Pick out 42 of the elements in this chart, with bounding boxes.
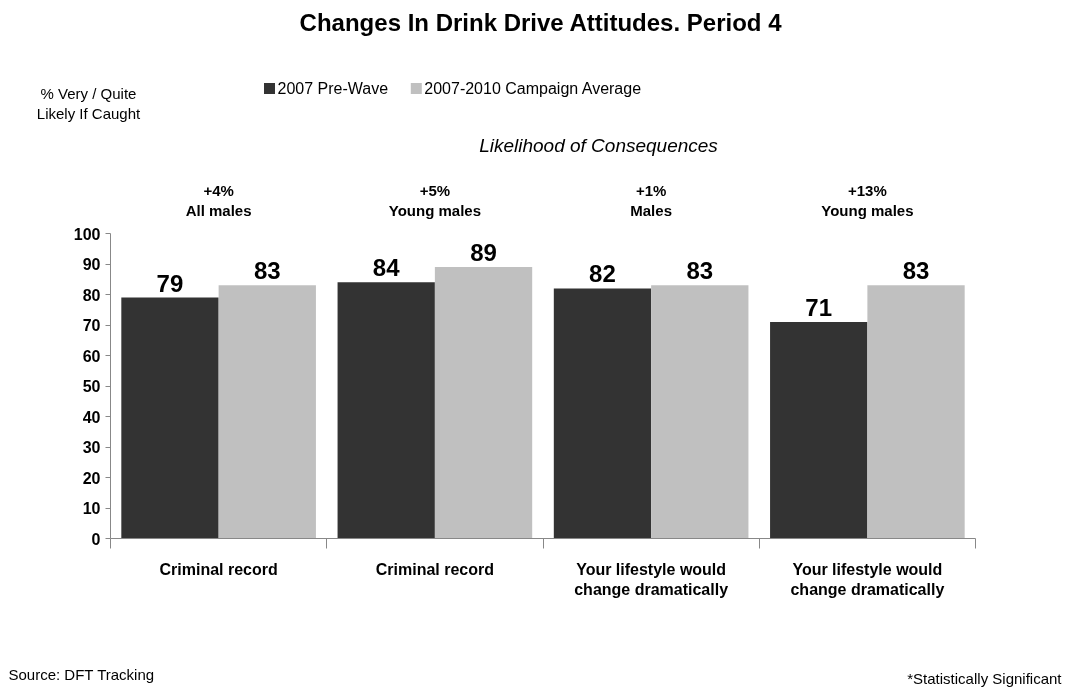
data-label: 83	[686, 257, 714, 285]
y-tick-label: 80	[82, 286, 101, 304]
data-label: 84	[372, 254, 401, 282]
legend-label: 2007 Pre-Wave	[277, 80, 389, 97]
bar	[553, 288, 652, 539]
source-note: Source: DFT Tracking	[8, 665, 155, 683]
bar	[434, 267, 533, 539]
y-tick-label: 40	[82, 408, 101, 426]
text: +13% Young males	[821, 182, 914, 220]
bar	[121, 297, 219, 539]
y-tick-label: 90	[82, 256, 101, 273]
x-tick-label: Criminal record	[159, 560, 278, 578]
text: +5% Young males	[388, 182, 481, 220]
y-tick-label: 0	[91, 530, 101, 548]
data-label: 83	[902, 257, 930, 285]
y-tick-label: 70	[82, 317, 101, 334]
x-tick-label: Criminal record	[375, 560, 495, 578]
y-tick-label: 10	[82, 500, 101, 517]
data-label: 79	[156, 269, 184, 297]
x-tick-label: Your lifestyle would change dramatically	[790, 560, 945, 598]
y-tick-label: 60	[82, 347, 101, 365]
bar	[218, 285, 316, 539]
y-tick-label: 20	[82, 469, 101, 487]
y-tick-label: 50	[82, 378, 101, 395]
data-label: 82	[589, 260, 616, 288]
text: +1% Males	[630, 182, 672, 220]
bar	[337, 282, 435, 539]
x-tick-label: Your lifestyle would change dramatically	[574, 560, 729, 598]
bar	[651, 285, 749, 539]
data-label: 71	[805, 293, 833, 321]
data-label: 83	[253, 257, 281, 285]
text: *Statistically Significant	[907, 669, 1063, 687]
y-tick-label: 100	[73, 225, 101, 243]
legend-label: 2007-2010 Campaign Average	[424, 80, 642, 97]
text: % Very / Quite Likely If Caught	[36, 84, 142, 122]
y-tick-label: 30	[82, 439, 101, 456]
chart-subtitle: Likelihood of Consequences	[479, 134, 719, 156]
text: +4% All males	[185, 182, 252, 220]
chart-title: Changes In Drink Drive Attitudes. Period 4	[299, 8, 783, 36]
data-label: 89	[470, 239, 497, 267]
bar	[867, 285, 965, 539]
bar	[770, 321, 868, 539]
